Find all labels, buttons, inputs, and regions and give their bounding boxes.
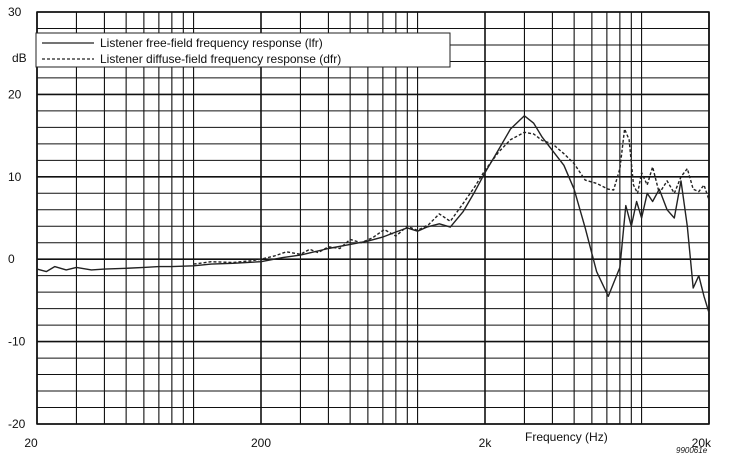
series-line-dfr <box>193 128 710 265</box>
series-line-lfr <box>36 115 710 314</box>
plot-frame <box>36 11 710 425</box>
legend-box <box>35 32 451 68</box>
y-tick-label: 30 <box>8 5 22 19</box>
y-axis-label: dB <box>12 51 27 65</box>
x-tick-label: 2k <box>479 436 493 450</box>
y-tick-label: 10 <box>8 170 22 184</box>
x-tick-label: 200 <box>251 436 271 450</box>
minor-grid <box>37 12 709 424</box>
major-grid <box>36 11 710 425</box>
y-tick-label: -10 <box>8 335 26 349</box>
y-tick-labels: 30 20 10 0 -10 -20 <box>8 5 26 431</box>
legend-label-lfr: Listener free-field frequency response (… <box>100 36 323 50</box>
x-tick-label: 20k <box>692 436 712 450</box>
y-tick-label: -20 <box>8 417 26 431</box>
figure-code: 990061e <box>676 446 708 455</box>
y-tick-label: 20 <box>8 87 22 101</box>
series-layer <box>36 115 710 314</box>
y-tick-label: 0 <box>8 252 15 266</box>
x-tick-labels: 20 200 2k 20k <box>24 436 712 450</box>
legend-label-dfr: Listener diffuse-field frequency respons… <box>100 52 341 66</box>
x-tick-label: 20 <box>24 436 38 450</box>
x-axis-label: Frequency (Hz) <box>525 430 608 444</box>
legend: Listener free-field frequency response (… <box>35 32 451 68</box>
